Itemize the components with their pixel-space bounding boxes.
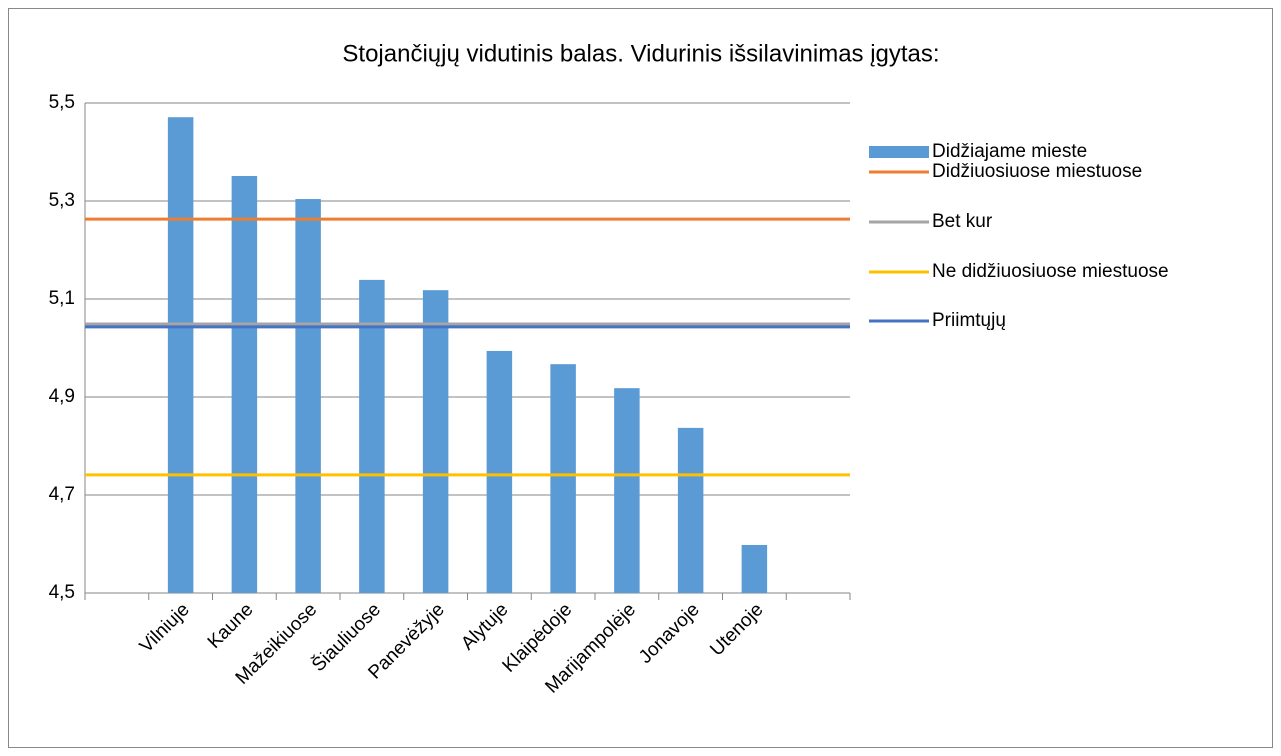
y-tick-label: 4,5 [49, 582, 75, 603]
legend-label: Didžiuosiuose miestuose [932, 161, 1142, 182]
y-tick-label: 4,7 [49, 484, 75, 505]
legend-swatch [869, 146, 929, 158]
bar [486, 350, 513, 593]
legend-label: Ne didžiuosiuose miestuose [932, 261, 1169, 282]
legend-label: Bet kur [932, 211, 993, 232]
bar [231, 176, 258, 593]
y-tick-label: 4,9 [49, 386, 75, 407]
bar [741, 544, 768, 593]
bar [359, 279, 385, 593]
bar [167, 117, 194, 594]
chart-title: Stojančiųjų vidutinis balas. Vidurinis i… [342, 40, 939, 67]
chart-frame [8, 8, 1273, 748]
y-tick-label: 5,3 [49, 190, 75, 211]
bar [422, 290, 449, 593]
y-tick-label: 5,5 [49, 92, 75, 113]
legend-label: Priimtųjų [932, 310, 1006, 331]
bar [550, 364, 576, 593]
bar [295, 199, 321, 594]
bar [614, 388, 640, 593]
bar [677, 427, 704, 593]
legend-label: Didžiajame mieste [932, 141, 1087, 162]
y-tick-label: 5,1 [49, 288, 75, 309]
